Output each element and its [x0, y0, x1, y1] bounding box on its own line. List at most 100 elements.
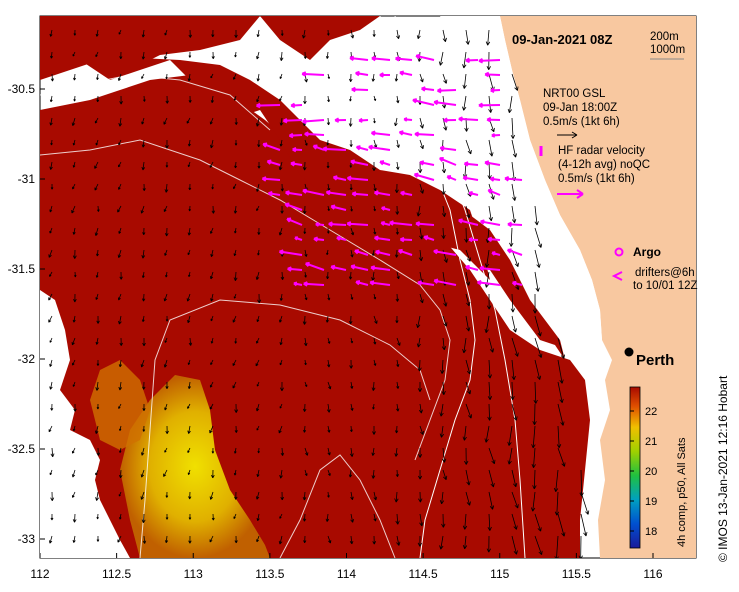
current-arrow: [348, 469, 353, 478]
current-arrow: [165, 315, 169, 322]
hf-arrow: [491, 251, 501, 256]
current-arrow: [326, 139, 330, 146]
current-arrow: [304, 293, 308, 301]
current-arrow: [279, 293, 283, 301]
credit: © IMOS 13-Jan-2021 12:16 Hobart: [716, 375, 730, 562]
hf-arrow: [381, 206, 391, 211]
hf-arrow: [350, 264, 369, 271]
current-arrow: [279, 337, 283, 346]
current-arrow: [303, 95, 307, 105]
hf-arrow: [286, 217, 303, 226]
current-arrow: [142, 183, 146, 191]
current-arrow: [165, 161, 169, 168]
current-arrow: [394, 249, 399, 258]
hf-arrow: [446, 175, 457, 181]
hf-avg: (4-12h avg) noQC: [558, 159, 650, 171]
hf-arrow: [484, 71, 501, 78]
current-arrow: [209, 161, 214, 168]
hf-arrow: [290, 102, 303, 109]
current-arrow: [304, 469, 308, 477]
current-arrow: [164, 183, 169, 193]
current-arrow: [94, 161, 99, 169]
current-arrow: [441, 205, 447, 217]
current-arrow: [255, 491, 260, 500]
sst-field-north: [40, 16, 260, 80]
current-arrow: [462, 535, 468, 550]
current-arrow: [95, 381, 100, 391]
current-arrow: [211, 469, 215, 479]
current-arrow: [419, 73, 424, 83]
current-arrow: [556, 425, 562, 449]
hf-arrow: [261, 176, 281, 182]
hf-arrow: [287, 266, 303, 272]
hf-arrow: [433, 278, 457, 286]
current-arrow: [302, 29, 306, 39]
current-arrow: [326, 117, 331, 126]
current-arrow: [327, 535, 332, 544]
current-arrow: [302, 161, 307, 171]
current-arrow: [233, 73, 237, 80]
hf-arrow: [282, 117, 303, 124]
current-arrow: [511, 513, 518, 530]
current-arrow: [256, 535, 260, 543]
current-arrow: [210, 249, 214, 258]
current-arrow: [487, 513, 492, 531]
current-arrow: [279, 315, 283, 323]
current-arrow: [304, 381, 308, 388]
hf-arrow: [351, 86, 369, 93]
current-arrow: [373, 337, 377, 345]
current-arrow: [304, 447, 309, 456]
current-arrow: [50, 403, 54, 411]
current-arrow: [280, 205, 284, 214]
current-arrow: [278, 161, 283, 171]
x-tick-label: 112.5: [102, 567, 131, 581]
current-arrow: [419, 139, 424, 150]
hf-arrow: [437, 87, 457, 94]
current-arrow: [327, 293, 331, 301]
current-arrow: [394, 183, 399, 194]
current-arrow: [118, 117, 123, 127]
current-arrow: [417, 359, 422, 372]
current-arrow: [164, 337, 168, 343]
hf-arrow: [438, 156, 457, 166]
current-arrow: [488, 491, 495, 510]
drifters-line2: to 10/01 12Z: [633, 280, 698, 292]
current-arrow: [50, 183, 54, 190]
colorbar-tick-label: 22: [645, 406, 657, 418]
city-label: Perth: [636, 352, 674, 369]
current-arrow: [304, 271, 307, 278]
current-arrow: [416, 337, 421, 348]
current-arrow: [279, 73, 283, 79]
current-arrow: [531, 447, 536, 468]
hf-arrow: [358, 117, 369, 123]
x-tick-label: 116: [643, 567, 662, 581]
hf-arrow: [491, 133, 501, 138]
hf-arrow: [468, 191, 479, 196]
current-arrow: [210, 293, 214, 302]
current-arrow: [95, 271, 99, 278]
sst-field-patch: [40, 55, 490, 280]
current-arrow: [119, 447, 122, 453]
hf-arrow: [399, 70, 413, 76]
current-arrow: [186, 117, 191, 124]
current-arrow: [73, 29, 77, 36]
current-arrow: [511, 139, 518, 158]
hf-arrow: [506, 248, 523, 256]
current-arrow: [256, 29, 260, 38]
current-arrow: [350, 29, 355, 39]
hf-arrow: [511, 280, 523, 286]
current-arrow: [257, 227, 261, 235]
current-arrow: [257, 249, 260, 256]
current-arrow: [510, 381, 515, 401]
current-arrow: [534, 535, 543, 556]
sst-field-north2: [260, 16, 380, 60]
current-arrow: [119, 337, 123, 346]
current-arrow: [118, 29, 122, 35]
current-arrow: [73, 95, 76, 102]
x-tick-label: 113.5: [255, 567, 284, 581]
argo-label: Argo: [633, 245, 661, 259]
current-arrow: [119, 271, 123, 280]
current-arrow: [507, 95, 513, 114]
current-arrow: [373, 117, 376, 124]
